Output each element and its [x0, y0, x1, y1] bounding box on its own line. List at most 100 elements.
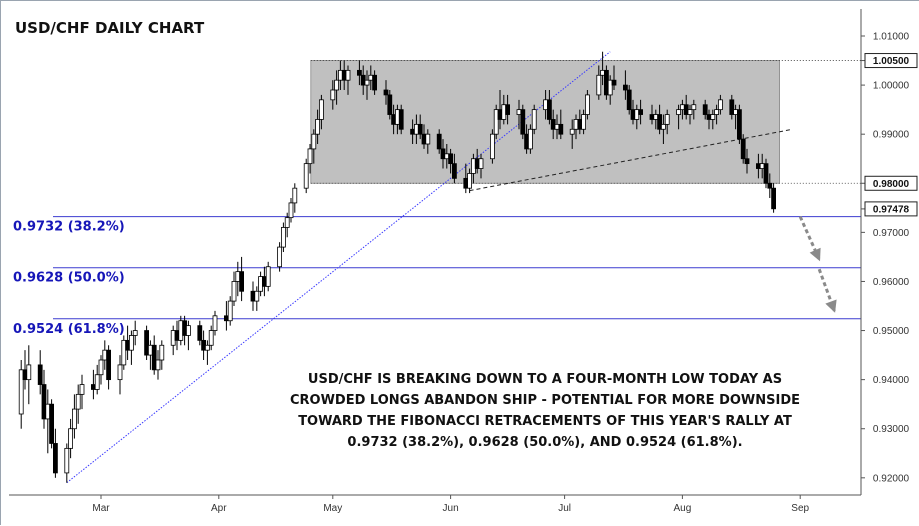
annotation-line: 0.9732 (38.2%), 0.9628 (50.0%), AND 0.95…	[347, 435, 742, 450]
candle-body	[729, 99, 735, 115]
candle-body	[436, 133, 442, 150]
candle-body	[607, 79, 613, 96]
candle	[638, 99, 643, 125]
candle-body	[383, 89, 389, 96]
candle-body	[372, 74, 378, 91]
candle	[277, 242, 283, 272]
candle-body	[398, 109, 404, 130]
candle	[208, 325, 214, 351]
y-tick-label: 1.00000	[873, 81, 910, 92]
candle	[493, 104, 499, 140]
chart-title: USD/CHF DAILY CHART	[15, 19, 205, 37]
candle	[227, 296, 233, 326]
candle-body	[284, 217, 290, 228]
candle	[79, 374, 85, 410]
x-tick-label: Apr	[211, 503, 227, 514]
candle	[64, 443, 70, 483]
candle-body	[740, 138, 746, 160]
candle-body	[277, 246, 283, 268]
candle	[478, 153, 484, 179]
candle-body	[72, 408, 77, 430]
candle-body	[37, 364, 43, 385]
candle	[710, 109, 716, 130]
candle-body	[638, 109, 643, 115]
candle	[356, 60, 362, 86]
candle	[49, 399, 54, 449]
candle-body	[345, 69, 351, 81]
candle-body	[413, 123, 419, 135]
candle	[767, 173, 773, 198]
candle	[318, 94, 324, 130]
candle	[121, 335, 127, 370]
candle-body	[581, 114, 586, 130]
range-box	[310, 60, 780, 184]
candle	[185, 320, 191, 351]
candle	[94, 364, 100, 395]
candle-body	[170, 330, 176, 346]
candle-body	[235, 271, 241, 282]
candle	[307, 144, 313, 174]
candle	[520, 104, 526, 140]
axes-layer	[9, 9, 862, 496]
candle	[702, 99, 708, 120]
candle	[585, 90, 590, 120]
candle-body	[64, 447, 70, 474]
candle-body	[676, 109, 681, 115]
candle-body	[204, 344, 210, 351]
candle	[611, 65, 617, 90]
candle	[737, 104, 742, 144]
candle-body	[121, 339, 127, 366]
candle-body	[356, 69, 362, 76]
candle-body	[470, 158, 476, 174]
candle-body	[714, 109, 719, 115]
candle-body	[212, 315, 218, 331]
x-tick-label: Aug	[674, 503, 692, 514]
y-tick-label: 1.01000	[873, 32, 910, 43]
candle-body	[159, 344, 165, 361]
candle	[740, 134, 746, 164]
candle	[547, 90, 552, 125]
candle-body	[292, 187, 298, 204]
candle	[607, 75, 613, 105]
candle	[718, 94, 723, 115]
candle-body	[451, 163, 457, 179]
range-box-layer	[310, 60, 861, 184]
candle	[467, 168, 473, 194]
candle-body	[227, 300, 233, 322]
candle-body	[98, 359, 104, 376]
fib-labels-layer: 0.9732 (38.2%) 0.9628 (50.0%) 0.9524 (61.8…	[13, 220, 125, 337]
candle-body	[307, 148, 313, 165]
y-tick-label: 0.97000	[873, 228, 910, 239]
candle-body	[387, 94, 393, 115]
candle-body	[318, 99, 324, 120]
candle-body	[261, 276, 267, 287]
candle-body	[771, 187, 776, 210]
candle	[18, 360, 24, 429]
candle	[531, 104, 537, 135]
candle-body	[687, 109, 693, 115]
candle-body	[197, 325, 203, 341]
annotation-text: USD/CHF IS BREAKING DOWN TO A FOUR-MONTH…	[290, 372, 800, 450]
candle	[37, 350, 43, 395]
candle-body	[311, 133, 317, 150]
candle-body	[178, 320, 184, 341]
annotation-line: USD/CHF IS BREAKING DOWN TO A FOUR-MONTH…	[308, 372, 782, 387]
candle-body	[448, 153, 454, 165]
candle	[132, 320, 138, 346]
candle	[288, 198, 294, 223]
x-tick-label: May	[323, 503, 342, 514]
candle-body	[626, 89, 632, 111]
candle	[280, 222, 286, 252]
candle	[451, 153, 457, 184]
candle-body	[18, 369, 24, 415]
y-tick-label: 1.00500	[873, 56, 910, 67]
candle-body	[524, 133, 529, 150]
candle	[106, 345, 111, 390]
candle	[75, 384, 81, 424]
candle	[128, 330, 134, 365]
candle	[334, 70, 340, 105]
y-tick-label: 0.93000	[873, 424, 910, 435]
candle-body	[330, 89, 336, 101]
candle-body	[425, 133, 431, 145]
